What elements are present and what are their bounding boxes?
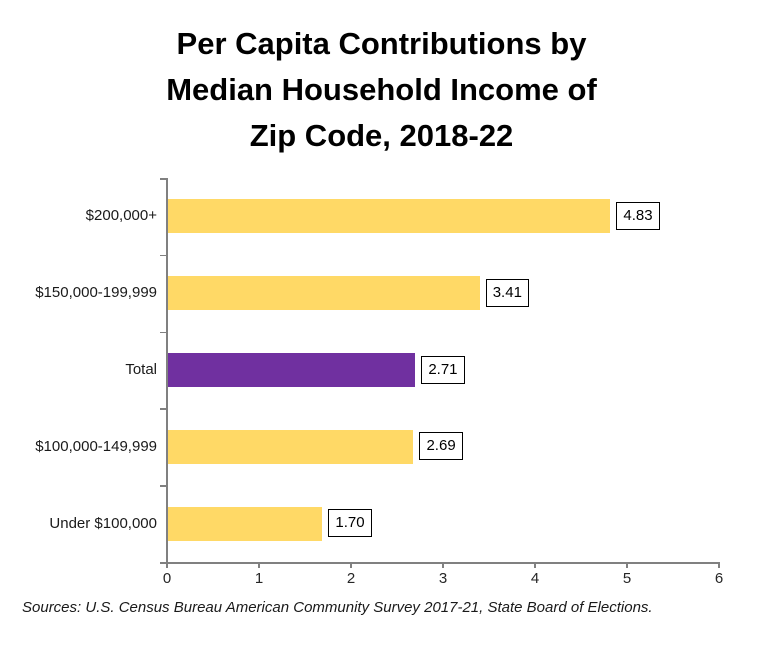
x-axis-tick [718,562,720,568]
data-label: 3.41 [485,278,529,307]
category-label: $100,000-149,999 [35,437,157,455]
chart-title: Per Capita Contributions by Median House… [166,26,597,153]
category-label: Total [125,361,157,378]
category-label: $150,000-199,999 [35,284,157,302]
x-axis-tick-label: 4 [530,570,540,587]
y-axis-tick [160,562,166,564]
x-axis-tick [534,562,536,568]
y-axis-tick [160,331,166,334]
bar-segment [167,276,480,311]
y-axis-tick [160,254,166,257]
source-note: Sources: U.S. Census Bureau American Com… [22,599,653,616]
data-label: 2.69 [419,432,463,461]
y-axis-tick [160,178,166,180]
data-label: 2.71 [421,355,465,384]
x-axis-tick-label: 3 [438,570,448,587]
x-axis-tick-label: 1 [254,570,264,587]
x-axis-tick-label: 2 [346,570,356,587]
bar-total [167,353,416,387]
bar-segment [167,429,414,464]
x-axis-tick [442,562,444,568]
category-label: Under $100,000 [49,514,157,532]
x-axis-tick-label: 5 [622,570,632,587]
y-axis-tick [160,408,166,410]
x-axis-tick [626,562,628,568]
data-label: 4.83 [616,201,660,230]
data-label: 1.70 [328,509,372,538]
y-axis-tick [160,485,166,487]
bar-segment [167,199,611,234]
x-axis-tick [166,562,168,568]
x-axis-tick [350,562,352,568]
y-axis-line [166,178,168,562]
category-label: $200,000+ [85,207,157,225]
x-axis-tick-label: 6 [714,570,724,587]
bar-segment [167,506,323,541]
x-axis-tick-label: 0 [162,570,172,587]
x-axis-tick [258,562,260,568]
